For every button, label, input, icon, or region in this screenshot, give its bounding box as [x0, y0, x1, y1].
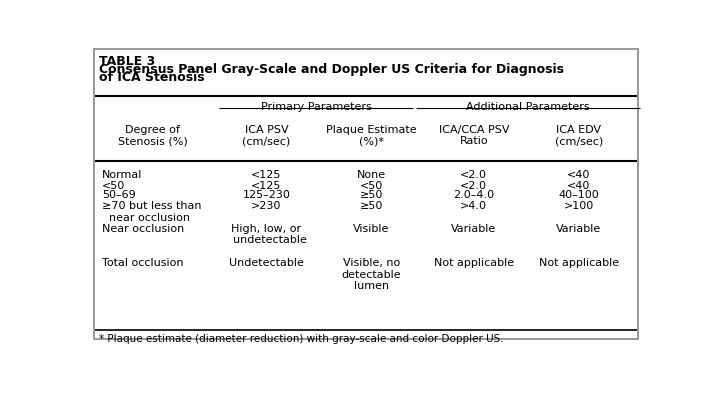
Text: Variable: Variable — [556, 224, 602, 234]
Text: ICA EDV
(cm/sec): ICA EDV (cm/sec) — [555, 125, 603, 146]
Text: 50–69: 50–69 — [102, 190, 136, 201]
Text: <2.0: <2.0 — [461, 181, 488, 191]
Text: 125–230: 125–230 — [242, 190, 291, 201]
Text: * Plaque estimate (diameter reduction) with gray-scale and color Doppler US.: * Plaque estimate (diameter reduction) w… — [99, 334, 504, 344]
Text: Primary Parameters: Primary Parameters — [261, 102, 371, 113]
Text: ≥50: ≥50 — [360, 201, 383, 212]
Text: >4.0: >4.0 — [461, 201, 488, 212]
Text: None: None — [357, 170, 386, 180]
Text: High, low, or
  undetectable: High, low, or undetectable — [226, 224, 307, 245]
Text: TABLE 3: TABLE 3 — [99, 55, 156, 68]
Text: <40: <40 — [568, 181, 590, 191]
Text: Plaque Estimate
(%)*: Plaque Estimate (%)* — [326, 125, 417, 146]
Text: Total occlusion: Total occlusion — [102, 258, 183, 268]
Text: Degree of
Stenosis (%): Degree of Stenosis (%) — [118, 125, 188, 146]
Text: >230: >230 — [251, 201, 281, 212]
Text: Undetectable: Undetectable — [229, 258, 303, 268]
Text: ICA PSV
(cm/sec): ICA PSV (cm/sec) — [242, 125, 291, 146]
Text: Normal: Normal — [102, 170, 142, 180]
Text: <50: <50 — [360, 181, 383, 191]
Text: Additional Parameters: Additional Parameters — [466, 102, 590, 113]
Text: Visible: Visible — [353, 224, 390, 234]
Text: ICA/CCA PSV
Ratio: ICA/CCA PSV Ratio — [438, 125, 509, 146]
Text: Not applicable: Not applicable — [434, 258, 514, 268]
Text: Variable: Variable — [451, 224, 496, 234]
Text: >100: >100 — [564, 201, 594, 212]
Text: <40: <40 — [568, 170, 590, 180]
Text: <50: <50 — [102, 181, 125, 191]
Text: 40–100: 40–100 — [558, 190, 599, 201]
Text: Not applicable: Not applicable — [539, 258, 619, 268]
Text: ≥50: ≥50 — [360, 190, 383, 201]
Text: ≥70 but less than
  near occlusion: ≥70 but less than near occlusion — [102, 201, 201, 223]
Text: <125: <125 — [251, 170, 281, 180]
Text: <125: <125 — [251, 181, 281, 191]
Text: Consensus Panel Gray-Scale and Doppler US Criteria for Diagnosis: Consensus Panel Gray-Scale and Doppler U… — [99, 63, 564, 76]
Text: of ICA Stenosis: of ICA Stenosis — [99, 71, 205, 84]
Text: Near occlusion: Near occlusion — [102, 224, 184, 234]
Text: <2.0: <2.0 — [461, 170, 488, 180]
Text: Visible, no
detectable
lumen: Visible, no detectable lumen — [341, 258, 401, 291]
Text: 2.0–4.0: 2.0–4.0 — [453, 190, 494, 201]
